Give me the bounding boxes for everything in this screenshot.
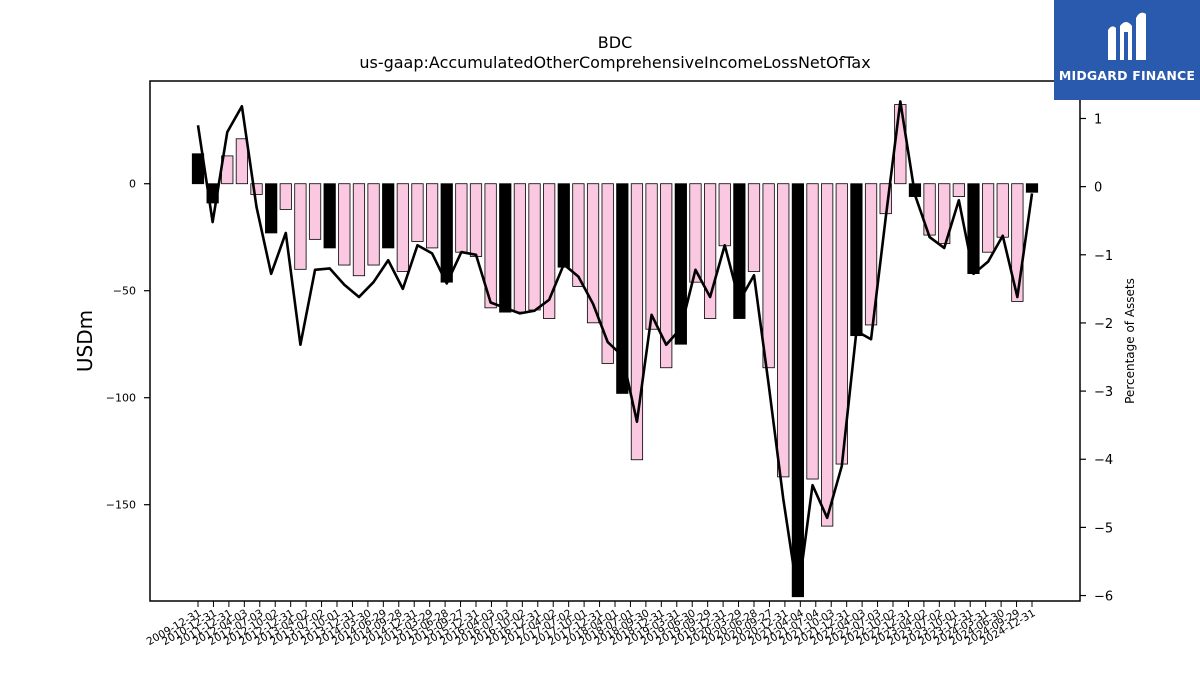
bar [704, 183, 717, 319]
bar [572, 183, 585, 287]
bar [543, 183, 556, 319]
bar [791, 183, 805, 598]
y2-tick-label: 1 [1094, 112, 1102, 127]
bar [411, 183, 424, 242]
bar [265, 183, 278, 234]
bar [382, 183, 395, 249]
bar [469, 183, 483, 257]
bar [601, 183, 614, 364]
bar [352, 183, 366, 277]
bar [733, 183, 746, 319]
bar [308, 183, 322, 240]
y-tick-label: −50 [113, 285, 136, 298]
bar [996, 183, 1009, 238]
bar [806, 183, 819, 480]
bar [323, 183, 336, 249]
bar [279, 183, 292, 210]
bar [894, 104, 907, 185]
y-tick-label: −100 [106, 392, 136, 405]
bar [499, 183, 512, 313]
bar [425, 183, 439, 249]
y-tick-label: −150 [106, 499, 136, 512]
chart-title: BDC [598, 33, 632, 52]
y2-tick-label: 0 [1094, 181, 1102, 196]
bar [982, 183, 995, 253]
y2-tick-label: −1 [1094, 249, 1113, 264]
percentage-line [196, 100, 1034, 597]
bar [586, 183, 600, 324]
bar [557, 183, 570, 268]
bar [455, 183, 468, 253]
bar [850, 183, 863, 337]
bar [864, 183, 878, 326]
bar [1025, 183, 1039, 193]
bar [747, 183, 761, 272]
bar [689, 183, 702, 283]
brand-logo-text: MIDGARD FINANCE [1058, 68, 1196, 83]
bar [674, 183, 687, 345]
bar [396, 183, 409, 272]
bar [1011, 183, 1024, 302]
bar [616, 183, 629, 394]
y-axis-label: USDm [73, 310, 97, 372]
y2-tick-label: −3 [1094, 385, 1113, 400]
bar [528, 183, 541, 311]
bar [952, 183, 965, 197]
bar [718, 183, 731, 247]
y2-axis-label: Percentage of Assets [1123, 278, 1137, 404]
y-tick-label: 0 [129, 178, 136, 191]
bar [777, 183, 790, 478]
bar [338, 183, 351, 266]
y2-tick-label: −5 [1094, 521, 1113, 536]
bar [294, 183, 307, 270]
bar [484, 183, 497, 309]
y-axis-right: 1 0 −1 −2 −3 −4 −5 −6 [1080, 112, 1113, 605]
chart-subtitle: us-gaap:AccumulatedOtherComprehensiveInc… [359, 53, 870, 72]
bar [250, 183, 263, 195]
bar [367, 183, 380, 266]
bar [660, 183, 673, 369]
bar [821, 183, 834, 527]
brand-logo-icon [1108, 12, 1146, 61]
bar [645, 183, 658, 330]
bar [440, 183, 453, 283]
bar [630, 183, 644, 461]
brand-logo: MIDGARD FINANCE [1054, 0, 1200, 100]
plot-frame [149, 80, 1081, 602]
y2-tick-label: −4 [1094, 453, 1113, 468]
bars-group [191, 104, 1039, 598]
y2-tick-label: −6 [1094, 590, 1113, 605]
bar [235, 138, 249, 185]
y-axis-left: 0 −50 −100 −150 [106, 178, 150, 512]
bar [513, 183, 527, 313]
y2-tick-label: −2 [1094, 317, 1113, 332]
bar [762, 183, 775, 369]
x-axis: 2009-12-312010-12-312011-12-312012-04-03… [145, 601, 1038, 648]
